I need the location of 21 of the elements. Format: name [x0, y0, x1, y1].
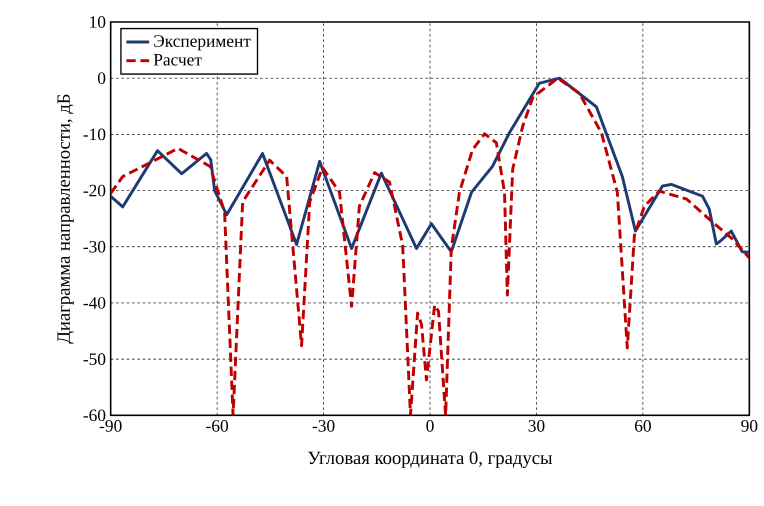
- y-tick-label: -60: [84, 409, 106, 422]
- y-axis-title: Диаграмма направленности, дБ: [57, 94, 74, 344]
- x-tick-label: -90: [100, 420, 122, 432]
- line-series: [110, 76, 750, 254]
- y-tick-label: 0: [98, 72, 106, 84]
- x-tick-label: 30: [528, 420, 544, 432]
- y-tick-label: -20: [84, 184, 106, 196]
- x-tick-label: -60: [206, 420, 228, 432]
- x-tick-label: 60: [634, 420, 651, 432]
- legend-label: Расчет: [154, 54, 202, 66]
- y-tick-label: -30: [84, 240, 106, 253]
- y-tick-label: -50: [84, 353, 106, 365]
- x-tick-label: 90: [741, 420, 758, 432]
- line-series: [110, 76, 750, 416]
- y-tick-label: -40: [84, 297, 106, 309]
- y-tick-label: 10: [90, 16, 106, 28]
- x-axis-title: Угловая координата 0, градусы: [308, 452, 552, 468]
- y-tick-label: -10: [84, 128, 106, 140]
- x-tick-label: 0: [426, 420, 434, 432]
- x-tick-label: -30: [312, 420, 334, 432]
- legend-label: Эксперимент: [154, 35, 251, 50]
